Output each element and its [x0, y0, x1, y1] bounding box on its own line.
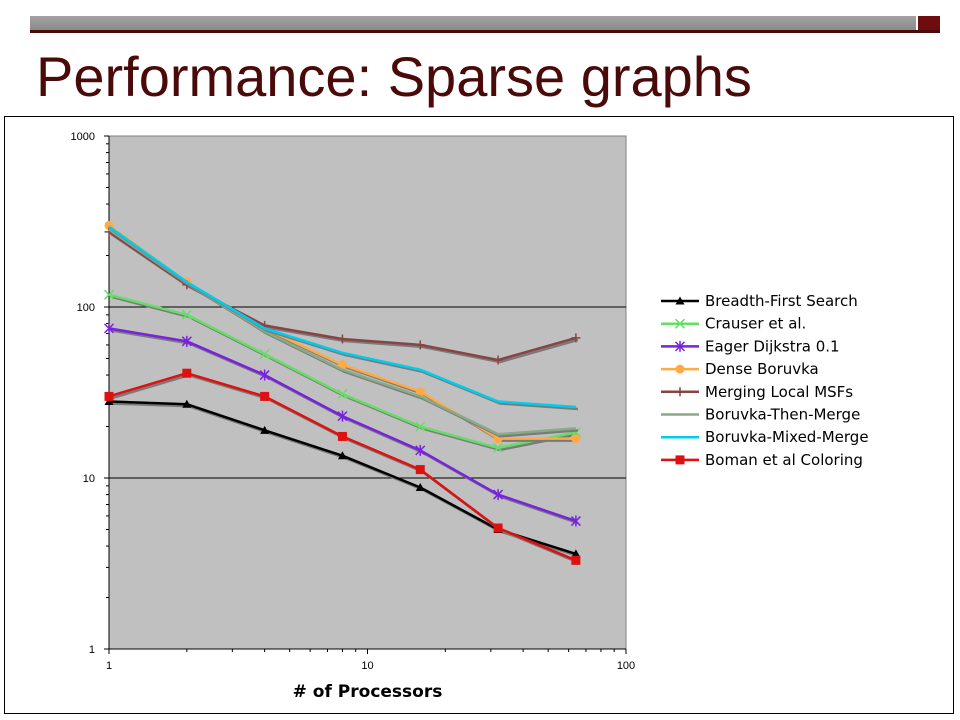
data-point [493, 442, 504, 453]
legend-item-3: Dense Boruvka [661, 360, 819, 378]
y-tick-label: 1 [89, 644, 95, 656]
data-point [493, 523, 503, 533]
data-point [571, 549, 581, 558]
data-point [181, 309, 192, 320]
legend-marker [675, 455, 685, 465]
x-tick-label: 100 [617, 660, 635, 672]
data-point [415, 444, 426, 456]
data-point [571, 333, 581, 343]
legend-marker [675, 364, 685, 374]
legend-label: Boruvka-Mixed-Merge [705, 428, 869, 446]
x-tick-label: 1 [106, 660, 112, 672]
x-axis-title: # of Processors [293, 682, 443, 702]
series-1 [103, 289, 581, 453]
legend-label: Boman et al Coloring [705, 451, 863, 469]
data-point [104, 391, 114, 401]
data-point [259, 349, 270, 360]
top-bar-accent [916, 16, 940, 30]
data-point [104, 397, 114, 406]
legend-marker [675, 387, 685, 397]
legend-item-5: Boruvka-Then-Merge [661, 406, 860, 424]
y-tick-label: 100 [77, 302, 95, 314]
legend-label: Breadth-First Search [705, 292, 858, 310]
series-7 [104, 368, 581, 565]
data-point [260, 425, 270, 434]
legend-label: Boruvka-Then-Merge [705, 406, 860, 424]
series-line [108, 225, 576, 409]
legend-item-6: Boruvka-Mixed-Merge [661, 428, 869, 446]
legend-item-0: Breadth-First Search [661, 292, 858, 310]
top-decorative-bar [30, 16, 940, 33]
legend-marker [674, 318, 686, 329]
data-point [570, 515, 581, 527]
data-point [181, 335, 192, 347]
data-point [103, 322, 115, 334]
legend-marker [675, 296, 685, 305]
legend-item-2: Eager Dijkstra 0.1 [661, 337, 840, 355]
performance-chart: 1 10 100 1000 1 10 100 # of Processors Breadth-F… [71, 131, 869, 702]
data-point [493, 355, 503, 365]
series-2 [103, 322, 581, 527]
data-point [337, 410, 348, 422]
data-point [103, 289, 115, 300]
legend-marker [674, 340, 686, 352]
data-point [259, 369, 270, 381]
data-point [415, 340, 425, 350]
data-point [337, 451, 347, 460]
data-point [182, 399, 192, 408]
chart-frame: 1 10 100 1000 1 10 100 # of Processors Breadth-F… [4, 116, 954, 714]
x-tick-label: 10 [361, 660, 373, 672]
data-point [337, 334, 347, 344]
legend-item-1: Crauser et al. [661, 315, 806, 333]
data-point [571, 434, 581, 444]
data-point [415, 465, 425, 475]
series-6 [108, 225, 578, 411]
data-point [493, 489, 504, 501]
legend-item-4: Merging Local MSFs [661, 383, 853, 401]
legend-label: Merging Local MSFs [705, 383, 853, 401]
legend-label: Crauser et al. [705, 315, 806, 333]
data-point [337, 360, 347, 370]
legend-label: Eager Dijkstra 0.1 [705, 337, 840, 355]
slide-title: Performance: Sparse graphs [36, 45, 752, 108]
legend-item-7: Boman et al Coloring [661, 451, 863, 469]
data-point [415, 421, 426, 432]
data-point [571, 555, 581, 565]
legend-label: Dense Boruvka [705, 360, 819, 378]
data-point [337, 388, 348, 400]
data-point [182, 368, 192, 378]
data-point [415, 482, 425, 491]
y-tick-label: 1000 [71, 131, 95, 143]
plot-area [108, 135, 627, 650]
y-tick-label: 10 [83, 473, 95, 485]
data-point [337, 431, 347, 441]
data-point [260, 391, 270, 401]
data-point [415, 387, 425, 397]
